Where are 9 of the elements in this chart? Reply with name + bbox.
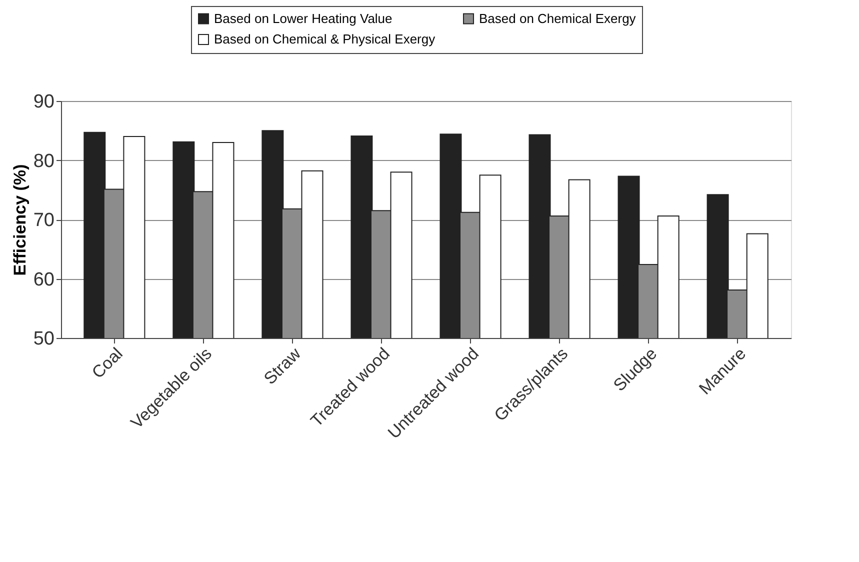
y-tick-label: 80: [33, 150, 54, 172]
y-tick-label: 70: [33, 210, 54, 231]
legend-label: Based on Chemical Exergy: [479, 10, 636, 26]
y-axis-title: Efficiency (%): [10, 164, 30, 276]
y-tick-label: 50: [33, 328, 54, 350]
y-tick-label: 90: [33, 92, 54, 112]
y-tick-label: 60: [33, 269, 54, 290]
legend-label: Based on Chemical & Physical Exergy: [214, 32, 436, 46]
legend-label: Based on Lower Heating Value: [214, 10, 392, 26]
